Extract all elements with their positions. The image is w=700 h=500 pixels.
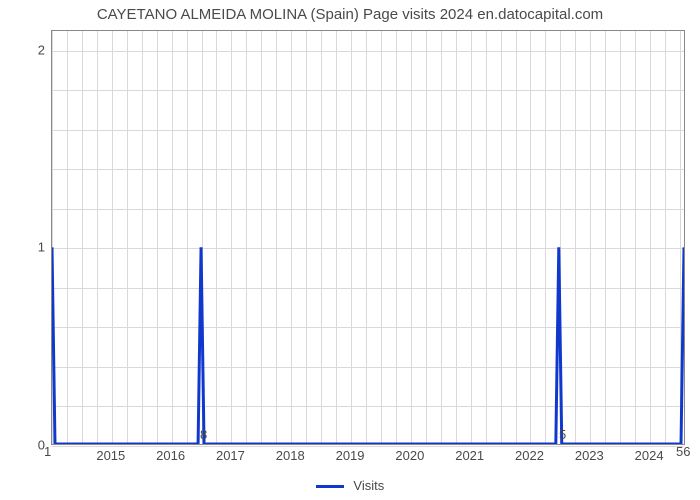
- corner-label-top-left: 8: [200, 427, 207, 442]
- y-tick-label: 1: [38, 240, 45, 255]
- x-tick-label: 2022: [515, 448, 544, 463]
- x-tick-label: 2023: [575, 448, 604, 463]
- gridline-h: [52, 446, 684, 447]
- x-tick-label: 2020: [395, 448, 424, 463]
- x-tick-label: 2016: [156, 448, 185, 463]
- corner-label-bottom-right-outer: 56: [676, 444, 690, 459]
- x-tick-label: 2017: [216, 448, 245, 463]
- x-tick-label: 2021: [455, 448, 484, 463]
- legend-label: Visits: [353, 478, 384, 493]
- legend-swatch: [316, 485, 344, 488]
- corner-label-bottom-right-inner: 5: [559, 427, 566, 442]
- x-tick-label: 2015: [96, 448, 125, 463]
- y-tick-label: 2: [38, 42, 45, 57]
- x-tick-label: 2018: [276, 448, 305, 463]
- line-series: [52, 31, 684, 444]
- legend: Visits: [0, 478, 700, 493]
- corner-label-bottom-left: 1: [44, 444, 51, 459]
- plot-area: 8 5: [51, 30, 685, 445]
- x-tick-label: 2024: [635, 448, 664, 463]
- chart-title: CAYETANO ALMEIDA MOLINA (Spain) Page vis…: [0, 6, 700, 23]
- x-tick-label: 2019: [336, 448, 365, 463]
- chart-container: CAYETANO ALMEIDA MOLINA (Spain) Page vis…: [0, 0, 700, 500]
